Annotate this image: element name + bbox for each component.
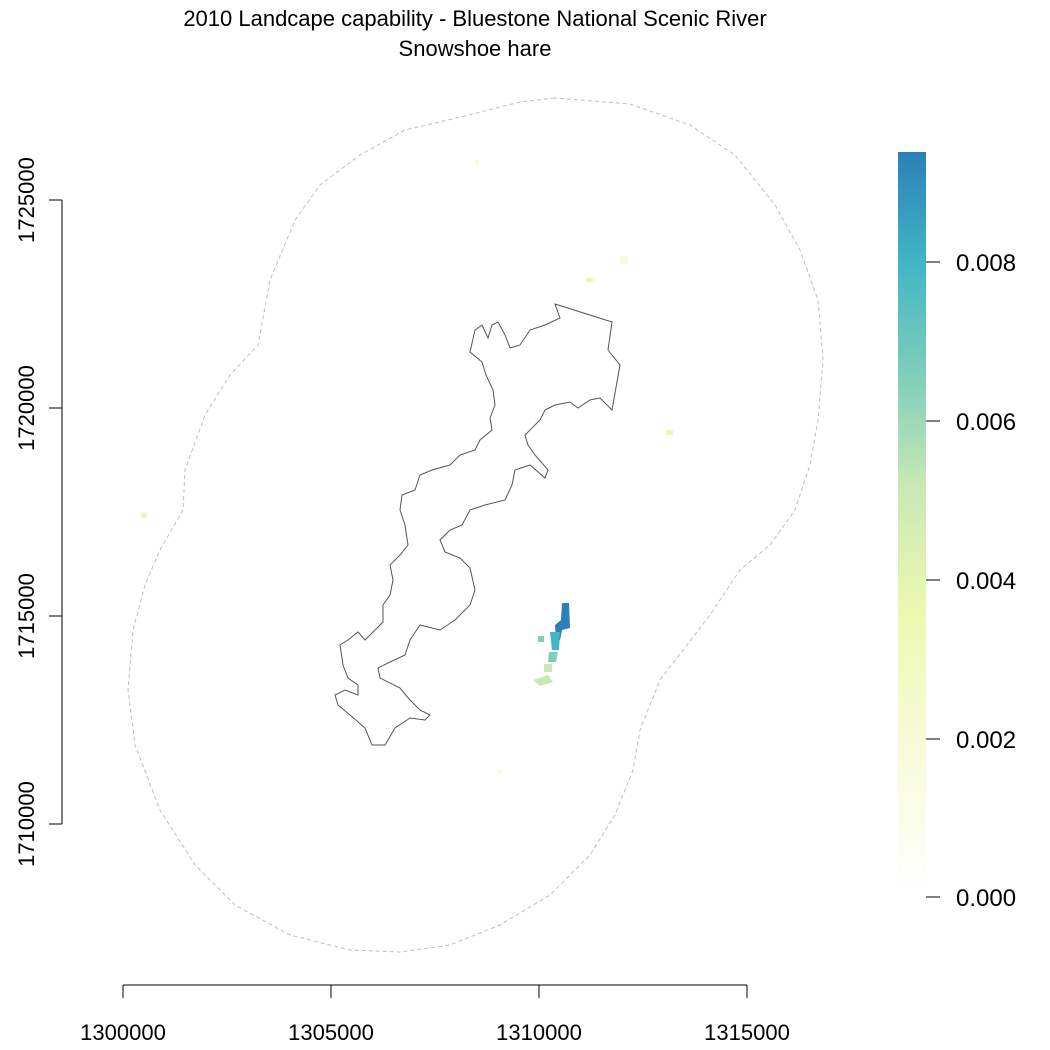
y-tick-label: 1725000 bbox=[14, 157, 39, 243]
habitat-patch bbox=[666, 430, 673, 435]
habitat-patch bbox=[548, 652, 558, 662]
park-boundary bbox=[334, 303, 621, 746]
habitat-patch bbox=[544, 664, 552, 672]
legend-tick-label: 0.006 bbox=[956, 409, 1016, 436]
habitat-patch bbox=[586, 278, 594, 282]
habitat-patch bbox=[538, 636, 544, 642]
x-tick-label: 1300000 bbox=[80, 1020, 166, 1045]
y-tick-label: 1715000 bbox=[14, 573, 39, 659]
buffer-boundary bbox=[127, 97, 824, 953]
x-tick-label: 1305000 bbox=[288, 1020, 374, 1045]
x-axis: 1300000 1305000 1310000 1315000 bbox=[80, 984, 790, 1045]
habitat-raster bbox=[141, 160, 673, 773]
habitat-patch-high bbox=[555, 603, 570, 640]
x-tick-label: 1315000 bbox=[704, 1020, 790, 1045]
map-title: 2010 Landcape capability - Bluestone Nat… bbox=[183, 6, 766, 31]
habitat-patch bbox=[141, 513, 147, 518]
x-tick-label: 1310000 bbox=[496, 1020, 582, 1045]
habitat-patch bbox=[475, 160, 479, 164]
legend-tick-label: 0.008 bbox=[956, 250, 1016, 277]
y-axis: 1710000 1715000 1720000 1725000 bbox=[14, 157, 63, 867]
map-subtitle: Snowshoe hare bbox=[399, 36, 552, 61]
habitat-patch bbox=[533, 675, 553, 686]
legend-tick-label: 0.002 bbox=[956, 727, 1016, 754]
y-tick-label: 1710000 bbox=[14, 781, 39, 867]
legend-tick-label: 0.004 bbox=[956, 568, 1016, 595]
y-tick-label: 1720000 bbox=[14, 365, 39, 451]
habitat-patch bbox=[620, 256, 628, 264]
habitat-patch bbox=[550, 632, 560, 650]
legend-colorbar bbox=[898, 152, 926, 894]
legend-tick-label: 0.000 bbox=[956, 885, 1016, 912]
legend: 0.000 0.002 0.004 0.006 0.008 bbox=[898, 152, 1016, 912]
habitat-patch bbox=[497, 770, 501, 773]
